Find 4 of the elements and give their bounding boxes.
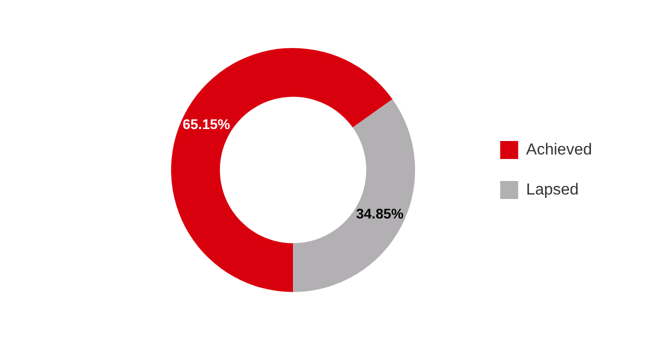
data-label: 65.15% — [182, 116, 231, 132]
data-label: 34.85% — [356, 206, 404, 222]
legend-label: Lapsed — [526, 181, 579, 198]
legend-label: Achieved — [526, 141, 592, 158]
